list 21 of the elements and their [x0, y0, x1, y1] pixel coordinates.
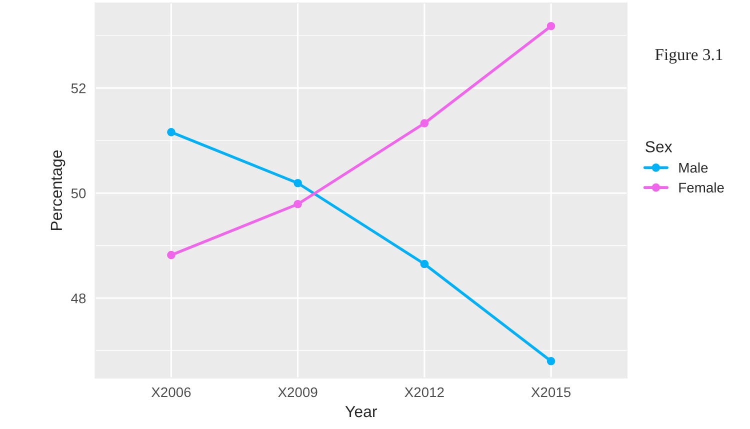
point	[167, 128, 176, 136]
point	[167, 250, 176, 260]
point	[546, 356, 556, 366]
y-tick-label: 48	[71, 293, 86, 304]
legend-label: Male	[679, 162, 708, 173]
caption: Figure 3.1	[655, 49, 722, 64]
legend-label: Female	[679, 182, 724, 193]
point	[546, 22, 556, 30]
x-axis-title: Year	[345, 406, 377, 418]
x-tick-label: X2006	[151, 387, 191, 398]
point	[294, 178, 302, 188]
point	[420, 119, 429, 128]
y-tick-label: 50	[71, 188, 86, 198]
y-tick-label: 52	[71, 83, 86, 94]
x-tick-label: X2012	[404, 387, 444, 398]
point	[420, 260, 429, 268]
legend-title: Sex	[646, 141, 672, 152]
x-tick-label: X2009	[278, 387, 318, 398]
point	[294, 200, 302, 208]
y-axis-title: Percentage	[50, 150, 66, 230]
x-tick-label: X2015	[531, 387, 571, 398]
